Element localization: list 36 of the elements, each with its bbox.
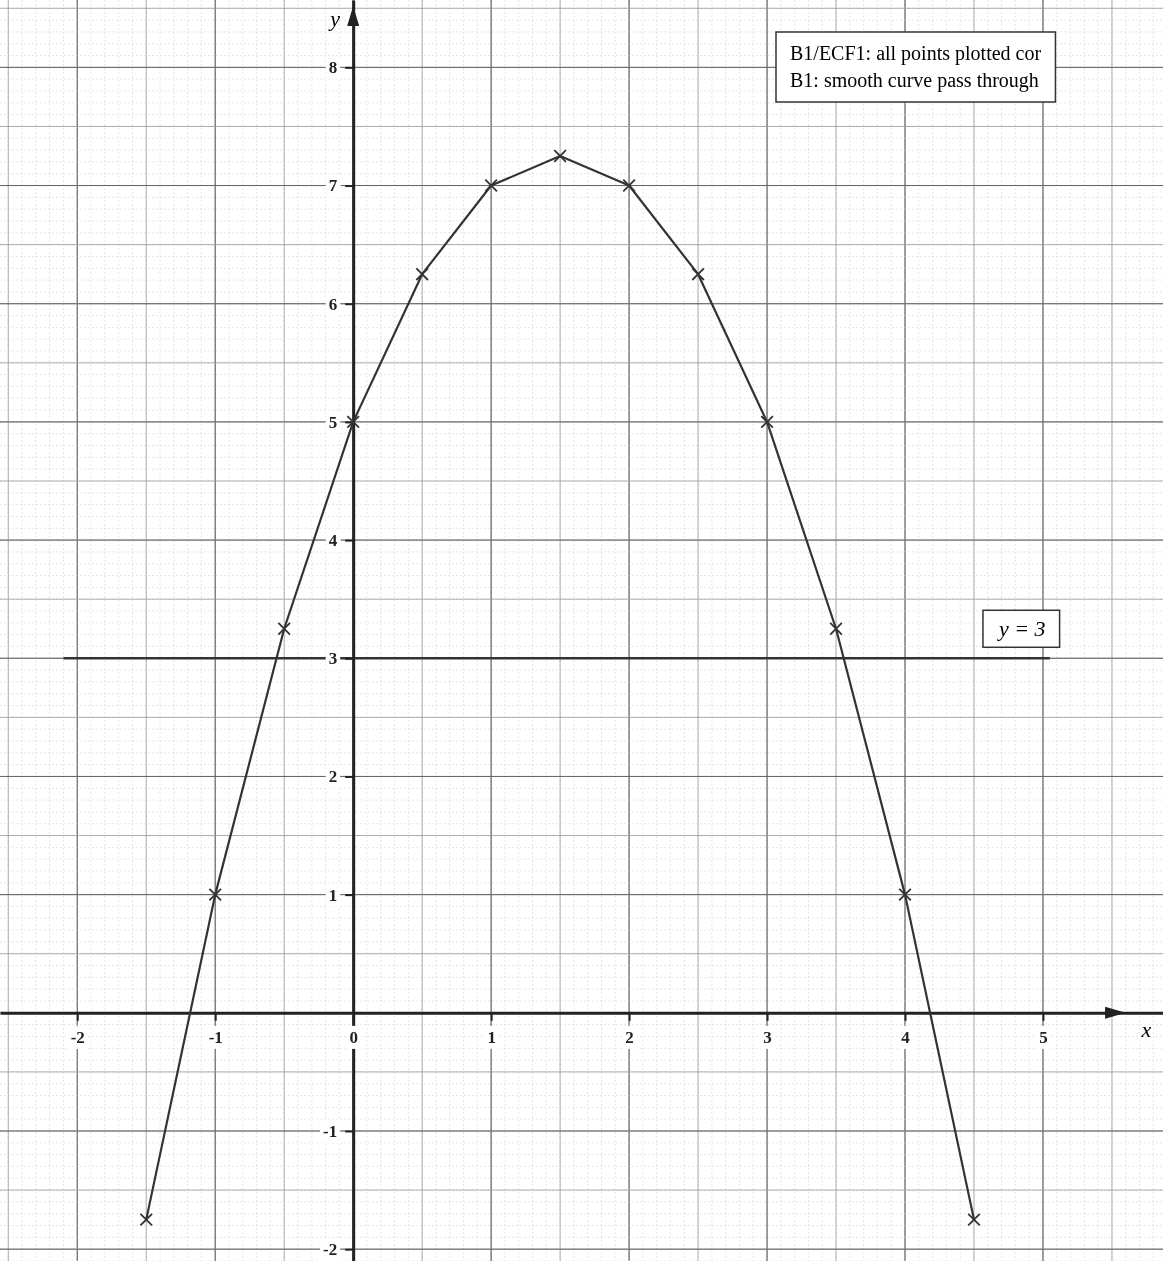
point [829, 622, 843, 636]
x-tick-label: 5 [1039, 1027, 1048, 1047]
point [553, 149, 567, 163]
x-tick-label: 1 [487, 1027, 496, 1047]
x-tick-label: -2 [70, 1027, 85, 1047]
x-axis-title: x [1140, 1016, 1152, 1042]
x-tick-label: -1 [208, 1027, 223, 1047]
y-tick-label: 8 [328, 58, 338, 78]
x-tick-label: 2 [625, 1027, 634, 1047]
point [898, 887, 912, 902]
point [208, 887, 222, 902]
y-tick-label: 4 [328, 531, 338, 551]
x-tick-label: 4 [901, 1027, 911, 1047]
x-tick-label: 0 [349, 1027, 358, 1047]
point [277, 622, 291, 636]
point [415, 267, 429, 281]
y-tick-label: -2 [323, 1240, 338, 1260]
y-axis-title: y [328, 6, 341, 31]
y-tick-label: 6 [328, 294, 338, 314]
y-tick-label: -1 [323, 1121, 338, 1141]
point [484, 178, 498, 193]
point [346, 415, 360, 429]
point [760, 415, 774, 429]
x-tick-label: 3 [763, 1027, 772, 1047]
point [691, 267, 705, 281]
point [967, 1212, 981, 1227]
point [139, 1212, 153, 1227]
y-tick-label: 3 [328, 649, 338, 669]
y-tick-label: 5 [328, 412, 338, 432]
annotation: B1/ECF1: all points plotted cor [790, 42, 1042, 65]
annotation: B1: smooth curve pass through [790, 69, 1039, 92]
point [622, 178, 636, 193]
ref-line-label: y = 3 [996, 616, 1046, 642]
y-tick-label: 7 [328, 176, 338, 196]
y-tick-label: 2 [328, 767, 338, 787]
y-tick-label: 1 [328, 885, 338, 905]
